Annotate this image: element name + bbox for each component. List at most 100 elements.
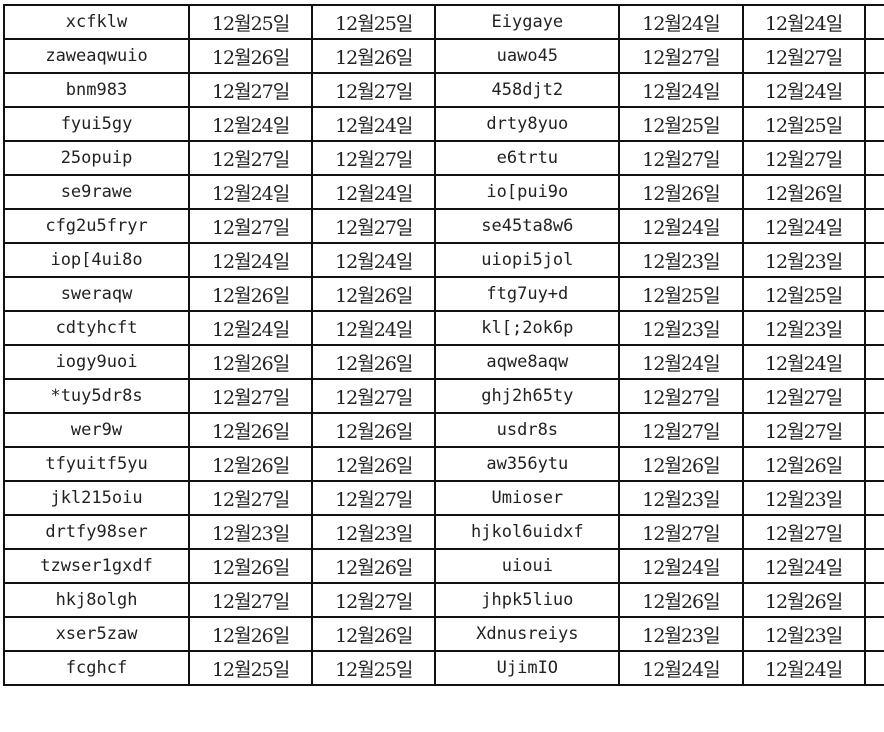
cell-date[interactable]: 12월27일: [188, 582, 314, 618]
cell-code[interactable]: hkj8olgh: [2, 582, 191, 618]
cell-empty[interactable]: [863, 106, 884, 142]
cell-date[interactable]: 12월25일: [618, 276, 744, 312]
cell-date[interactable]: 12월27일: [311, 480, 437, 516]
cell-date[interactable]: 12월27일: [618, 38, 744, 74]
cell-code[interactable]: ghj2h65ty: [434, 378, 621, 414]
cell-code[interactable]: cdtyhcft: [2, 310, 191, 346]
cell-date[interactable]: 12월24일: [311, 310, 437, 346]
cell-date[interactable]: 12월24일: [618, 208, 744, 244]
cell-date[interactable]: 12월24일: [741, 4, 866, 40]
cell-empty[interactable]: [863, 242, 884, 278]
cell-date[interactable]: 12월25일: [618, 106, 744, 142]
cell-date[interactable]: 12월27일: [311, 140, 437, 176]
cell-code[interactable]: xcfklw: [2, 4, 191, 40]
cell-empty[interactable]: [863, 72, 884, 108]
cell-empty[interactable]: [863, 276, 884, 312]
cell-date[interactable]: 12월24일: [188, 242, 314, 278]
cell-code[interactable]: jkl215oiu: [2, 480, 191, 516]
cell-date[interactable]: 12월25일: [188, 4, 314, 40]
cell-date[interactable]: 12월26일: [311, 548, 437, 584]
cell-date[interactable]: 12월23일: [311, 514, 437, 550]
cell-code[interactable]: cfg2u5fryr: [2, 208, 191, 244]
cell-date[interactable]: 12월26일: [618, 582, 744, 618]
cell-empty[interactable]: [863, 378, 884, 414]
cell-date[interactable]: 12월26일: [188, 412, 314, 448]
cell-date[interactable]: 12월26일: [741, 582, 866, 618]
cell-code[interactable]: se45ta8w6: [434, 208, 621, 244]
cell-date[interactable]: 12월26일: [311, 616, 437, 652]
cell-code[interactable]: aw356ytu: [434, 446, 621, 482]
cell-date[interactable]: 12월26일: [311, 446, 437, 482]
cell-date[interactable]: 12월23일: [188, 514, 314, 550]
cell-date[interactable]: 12월27일: [311, 208, 437, 244]
cell-empty[interactable]: [863, 446, 884, 482]
cell-date[interactable]: 12월27일: [618, 412, 744, 448]
cell-code[interactable]: uiopi5jol: [434, 242, 621, 278]
cell-code[interactable]: bnm983: [2, 72, 191, 108]
cell-date[interactable]: 12월23일: [618, 616, 744, 652]
cell-date[interactable]: 12월27일: [741, 140, 866, 176]
cell-date[interactable]: 12월24일: [618, 4, 744, 40]
cell-empty[interactable]: [863, 616, 884, 652]
cell-code[interactable]: xser5zaw: [2, 616, 191, 652]
cell-empty[interactable]: [863, 412, 884, 448]
cell-date[interactable]: 12월26일: [311, 38, 437, 74]
cell-code[interactable]: e6trtu: [434, 140, 621, 176]
cell-date[interactable]: 12월23일: [741, 480, 866, 516]
cell-empty[interactable]: [863, 514, 884, 550]
cell-empty[interactable]: [863, 174, 884, 210]
cell-date[interactable]: 12월23일: [618, 310, 744, 346]
cell-code[interactable]: drty8yuo: [434, 106, 621, 142]
cell-code[interactable]: iop[4ui8o: [2, 242, 191, 278]
cell-date[interactable]: 12월26일: [188, 38, 314, 74]
cell-empty[interactable]: [863, 344, 884, 380]
cell-date[interactable]: 12월24일: [311, 174, 437, 210]
cell-date[interactable]: 12월23일: [618, 242, 744, 278]
cell-code[interactable]: tzwser1gxdf: [2, 548, 191, 584]
cell-code[interactable]: *tuy5dr8s: [2, 378, 191, 414]
cell-code[interactable]: uioui: [434, 548, 621, 584]
cell-date[interactable]: 12월27일: [188, 480, 314, 516]
cell-code[interactable]: se9rawe: [2, 174, 191, 210]
cell-code[interactable]: fyui5gy: [2, 106, 191, 142]
cell-code[interactable]: usdr8s: [434, 412, 621, 448]
cell-code[interactable]: fcghcf: [2, 650, 191, 686]
cell-date[interactable]: 12월24일: [618, 548, 744, 584]
cell-date[interactable]: 12월26일: [311, 412, 437, 448]
cell-date[interactable]: 12월24일: [741, 72, 866, 108]
cell-date[interactable]: 12월24일: [188, 310, 314, 346]
cell-code[interactable]: wer9w: [2, 412, 191, 448]
cell-date[interactable]: 12월26일: [311, 344, 437, 380]
cell-date[interactable]: 12월24일: [741, 344, 866, 380]
cell-date[interactable]: 12월26일: [188, 276, 314, 312]
cell-empty[interactable]: [863, 38, 884, 74]
cell-empty[interactable]: [863, 208, 884, 244]
cell-date[interactable]: 12월27일: [311, 72, 437, 108]
cell-date[interactable]: 12월24일: [188, 174, 314, 210]
cell-code[interactable]: io[pui9o: [434, 174, 621, 210]
cell-code[interactable]: ftg7uy+d: [434, 276, 621, 312]
cell-date[interactable]: 12월26일: [741, 174, 866, 210]
cell-code[interactable]: hjkol6uidxf: [434, 514, 621, 550]
cell-empty[interactable]: [863, 548, 884, 584]
cell-date[interactable]: 12월26일: [188, 616, 314, 652]
cell-date[interactable]: 12월23일: [741, 616, 866, 652]
cell-code[interactable]: zaweaqwuio: [2, 38, 191, 74]
cell-code[interactable]: aqwe8aqw: [434, 344, 621, 380]
cell-code[interactable]: UjimIO: [434, 650, 621, 686]
cell-code[interactable]: jhpk5liuo: [434, 582, 621, 618]
cell-date[interactable]: 12월24일: [618, 344, 744, 380]
cell-date[interactable]: 12월26일: [618, 446, 744, 482]
cell-date[interactable]: 12월27일: [311, 378, 437, 414]
cell-code[interactable]: Umioser: [434, 480, 621, 516]
cell-date[interactable]: 12월24일: [741, 548, 866, 584]
cell-date[interactable]: 12월27일: [741, 378, 866, 414]
cell-date[interactable]: 12월27일: [311, 582, 437, 618]
cell-date[interactable]: 12월27일: [188, 72, 314, 108]
cell-date[interactable]: 12월26일: [311, 276, 437, 312]
cell-date[interactable]: 12월26일: [741, 446, 866, 482]
cell-date[interactable]: 12월27일: [188, 208, 314, 244]
cell-date[interactable]: 12월23일: [741, 310, 866, 346]
cell-code[interactable]: Xdnusreiys: [434, 616, 621, 652]
cell-code[interactable]: 458djt2: [434, 72, 621, 108]
